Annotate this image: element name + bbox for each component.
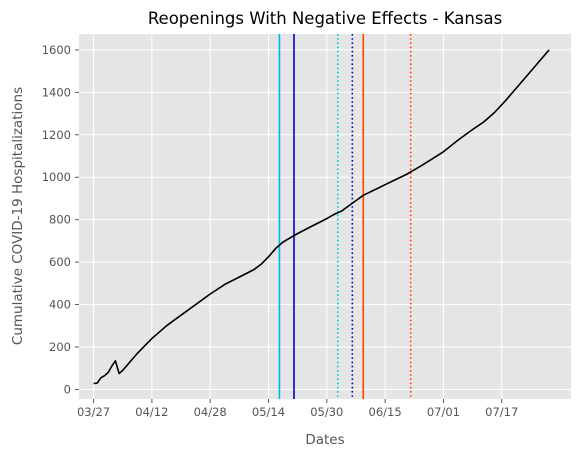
x-tick-label: 06/15 <box>369 405 402 419</box>
chart-title: Reopenings With Negative Effects - Kansa… <box>148 9 502 28</box>
x-tick-label: 04/28 <box>194 405 227 419</box>
y-tick-label: 600 <box>49 255 71 269</box>
y-tick-label: 800 <box>49 213 71 227</box>
x-tick-labels: 03/27 04/12 04/28 05/14 05/30 06/15 07/01 07/17 <box>77 399 518 419</box>
x-axis-label: Dates <box>305 432 344 448</box>
x-tick-label: 07/01 <box>427 405 460 419</box>
series-lines <box>93 49 550 385</box>
y-tick-labels: 0 200 400 600 800 1000 1200 1400 1600 <box>42 43 79 396</box>
y-tick-label: 0 <box>64 382 71 396</box>
y-tick-label: 400 <box>49 298 71 312</box>
y-tick-label: 200 <box>49 340 71 354</box>
x-tick-label: 05/14 <box>252 405 285 419</box>
x-tick-label: 04/12 <box>135 405 168 419</box>
x-tick-label: 05/30 <box>310 405 343 419</box>
y-axis-label: Cumulative COVID-19 Hospitalizations <box>10 87 26 345</box>
plot-area-background <box>79 34 571 399</box>
y-tick-label: 1600 <box>42 43 71 57</box>
y-tick-label: 1400 <box>42 85 71 99</box>
x-tick-label: 07/17 <box>485 405 518 419</box>
reopening-lines <box>278 34 412 399</box>
y-tick-label: 1200 <box>42 128 71 142</box>
series-line <box>93 49 550 385</box>
y-tick-label: 1000 <box>42 170 71 184</box>
x-tick-label: 03/27 <box>77 405 110 419</box>
